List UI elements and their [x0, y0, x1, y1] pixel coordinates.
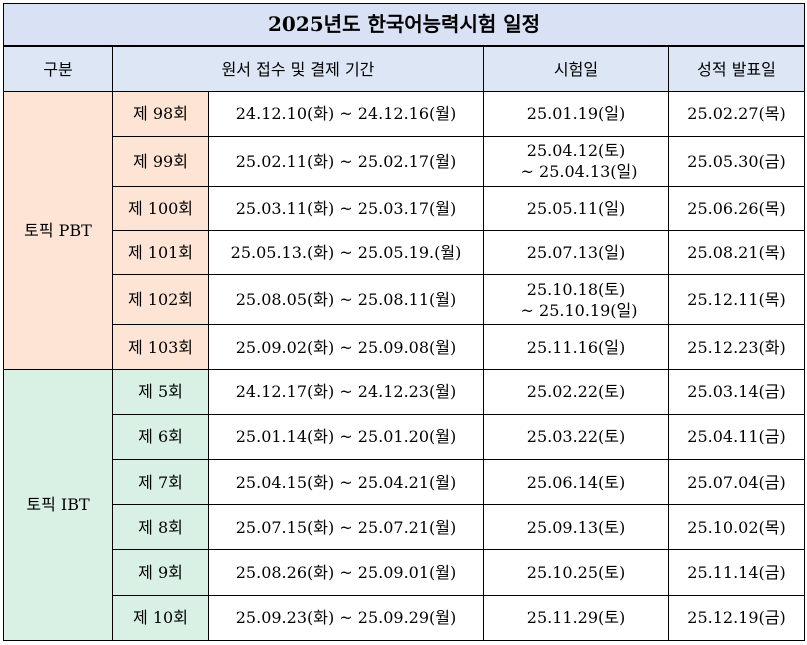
round-cell: 제 5회 — [112, 368, 209, 415]
exam-date-cell: 25.06.14(토) — [483, 459, 669, 506]
result-date-cell: 25.05.30(금) — [667, 135, 806, 187]
table-row: 토픽 IBT 제 5회 24.12.17(화) ~ 24.12.23(월) 25… — [3, 368, 806, 642]
result-date-cell: 25.06.26(목) — [667, 185, 806, 232]
application-period-cell: 25.08.26(화) ~ 25.09.01(월) — [208, 549, 484, 596]
application-period-cell: 25.04.15(화) ~ 25.04.21(월) — [208, 459, 484, 506]
header-application-period: 원서 접수 및 결제 기간 — [112, 45, 484, 93]
result-date-cell: 25.10.02(목) — [667, 504, 806, 551]
exam-date-cell: 25.10.18(토) ~ 25.10.19(일) — [483, 274, 669, 326]
application-period-cell: 24.12.17(화) ~ 24.12.23(월) — [208, 368, 484, 415]
round-cell: 제 101회 — [112, 230, 209, 276]
exam-date-cell: 25.07.13(일) — [483, 230, 669, 276]
group-label-pbt: 토픽 PBT — [3, 91, 113, 370]
header-result-date: 성적 발표일 — [667, 45, 806, 93]
table-row: 제 101회 25.05.13.(화) ~ 25.05.19.(월) 25.07… — [4, 230, 806, 276]
table-row: 제 100회 25.03.11(화) ~ 25.03.17(월) 25.05.1… — [4, 185, 806, 232]
exam-date-cell: 25.10.25(토) — [483, 549, 669, 596]
exam-date-line: ~ 25.10.19(일) — [520, 300, 638, 320]
application-period-cell: 25.08.05(화) ~ 25.08.11(월) — [208, 274, 484, 326]
round-cell: 제 98회 — [112, 91, 209, 137]
round-cell: 제 6회 — [112, 413, 209, 461]
application-period-cell: 25.09.23(화) ~ 25.09.29(월) — [208, 594, 484, 642]
exam-date-cell: 25.11.16(일) — [483, 324, 669, 370]
result-date-cell: 25.11.14(금) — [667, 549, 806, 596]
exam-date-cell: 25.04.12(토) ~ 25.04.13(일) — [483, 135, 669, 187]
application-period-cell: 25.02.11(화) ~ 25.02.17(월) — [208, 135, 484, 187]
round-cell: 제 103회 — [112, 324, 209, 370]
application-period-cell: 24.12.10(화) ~ 24.12.16(월) — [208, 91, 484, 137]
exam-date-line: 25.04.12(토) — [526, 141, 626, 161]
table-row: 제 102회 25.08.05(화) ~ 25.08.11(월) 25.10.1… — [4, 274, 806, 326]
table-row: 제 9회 25.08.26(화) ~ 25.09.01(월) 25.10.25(… — [4, 549, 806, 596]
table-row: 제 8회 25.07.15(화) ~ 25.07.21(월) 25.09.13(… — [4, 504, 806, 551]
result-date-cell: 25.07.04(금) — [667, 459, 806, 506]
exam-date-line: 25.10.18(토) — [526, 279, 626, 299]
round-cell: 제 8회 — [112, 504, 209, 551]
exam-schedule-table: 2025년도 한국어능력시험 일정 구분 원서 접수 및 결제 기간 시험일 성… — [2, 3, 806, 642]
table-row: 토픽 PBT 제 98회 24.12.10(화) ~ 24.12.16(월) 2… — [3, 91, 806, 370]
exam-date-line: ~ 25.04.13(일) — [520, 162, 638, 182]
table-row: 제 103회 25.09.02(화) ~ 25.09.08(월) 25.11.1… — [4, 324, 806, 370]
result-date-cell: 25.12.23(화) — [667, 324, 806, 370]
exam-date-cell: 25.01.19(일) — [483, 91, 669, 137]
title-row: 2025년도 한국어능력시험 일정 — [2, 3, 806, 48]
table-title: 2025년도 한국어능력시험 일정 — [2, 3, 806, 48]
group-label-ibt: 토픽 IBT — [3, 368, 113, 642]
application-period-cell: 25.03.11(화) ~ 25.03.17(월) — [208, 185, 484, 232]
header-category: 구분 — [3, 45, 113, 93]
round-cell: 제 7회 — [112, 459, 209, 506]
result-date-cell: 25.08.21(목) — [667, 230, 806, 276]
header-exam-date: 시험일 — [483, 45, 669, 93]
round-cell: 제 9회 — [112, 549, 209, 596]
application-period-cell: 25.01.14(화) ~ 25.01.20(월) — [208, 413, 484, 461]
result-date-cell: 25.12.11(목) — [667, 274, 806, 326]
header-row: 구분 원서 접수 및 결제 기간 시험일 성적 발표일 — [3, 45, 806, 93]
exam-date-cell: 25.09.13(토) — [483, 504, 669, 551]
table-row: 제 99회 25.02.11(화) ~ 25.02.17(월) 25.04.12… — [4, 135, 806, 187]
result-date-cell: 25.03.14(금) — [667, 368, 806, 415]
exam-date-cell: 25.11.29(토) — [483, 594, 669, 642]
round-cell: 제 10회 — [112, 594, 209, 642]
table-row: 제 6회 25.01.14(화) ~ 25.01.20(월) 25.03.22(… — [4, 413, 806, 461]
result-date-cell: 25.04.11(금) — [667, 413, 806, 461]
table-row: 제 7회 25.04.15(화) ~ 25.04.21(월) 25.06.14(… — [4, 459, 806, 506]
round-cell: 제 99회 — [112, 135, 209, 187]
application-period-cell: 25.09.02(화) ~ 25.09.08(월) — [208, 324, 484, 370]
round-cell: 제 100회 — [112, 185, 209, 232]
exam-date-cell: 25.05.11(일) — [483, 185, 669, 232]
application-period-cell: 25.05.13.(화) ~ 25.05.19.(월) — [208, 230, 484, 276]
application-period-cell: 25.07.15(화) ~ 25.07.21(월) — [208, 504, 484, 551]
table-row: 제 10회 25.09.23(화) ~ 25.09.29(월) 25.11.29… — [4, 594, 806, 642]
result-date-cell: 25.12.19(금) — [667, 594, 806, 642]
round-cell: 제 102회 — [112, 274, 209, 326]
result-date-cell: 25.02.27(목) — [667, 91, 806, 137]
exam-date-cell: 25.03.22(토) — [483, 413, 669, 461]
exam-date-cell: 25.02.22(토) — [483, 368, 669, 415]
